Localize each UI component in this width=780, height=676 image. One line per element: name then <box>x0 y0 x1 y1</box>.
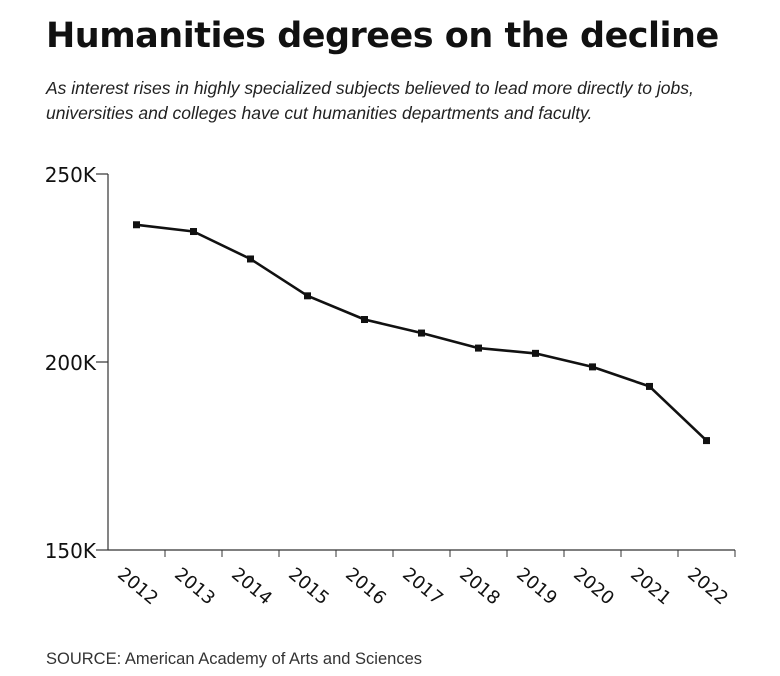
x-tick-label: 2019 <box>512 564 561 610</box>
data-point <box>247 255 254 263</box>
data-point <box>133 221 140 229</box>
x-tick-label: 2016 <box>341 564 390 610</box>
x-tick-label: 2021 <box>626 564 675 610</box>
x-tick-label: 2014 <box>227 564 276 610</box>
source-note: SOURCE: American Academy of Arts and Sci… <box>46 650 422 668</box>
data-point <box>703 437 710 445</box>
data-point <box>532 349 539 357</box>
x-tick-label: 2020 <box>569 564 618 610</box>
y-tick-label: 200K <box>45 351 97 375</box>
data-point <box>646 382 653 390</box>
y-tick-label: 150K <box>45 539 97 563</box>
data-point <box>304 292 311 300</box>
x-tick-label: 2012 <box>113 564 162 610</box>
data-point <box>418 329 425 337</box>
chart-title: Humanities degrees on the decline <box>46 16 719 56</box>
y-tick-label: 250K <box>45 163 97 187</box>
data-point <box>589 363 596 371</box>
data-point <box>361 316 368 324</box>
x-tick-label: 2018 <box>455 564 504 610</box>
x-tick-label: 2015 <box>284 564 333 610</box>
x-tick-label: 2017 <box>398 564 447 610</box>
data-point <box>190 228 197 236</box>
x-tick-label: 2022 <box>683 564 732 610</box>
chart-subtitle: As interest rises in highly specialized … <box>46 78 694 123</box>
data-point <box>475 344 482 352</box>
x-tick-label: 2013 <box>170 564 219 610</box>
